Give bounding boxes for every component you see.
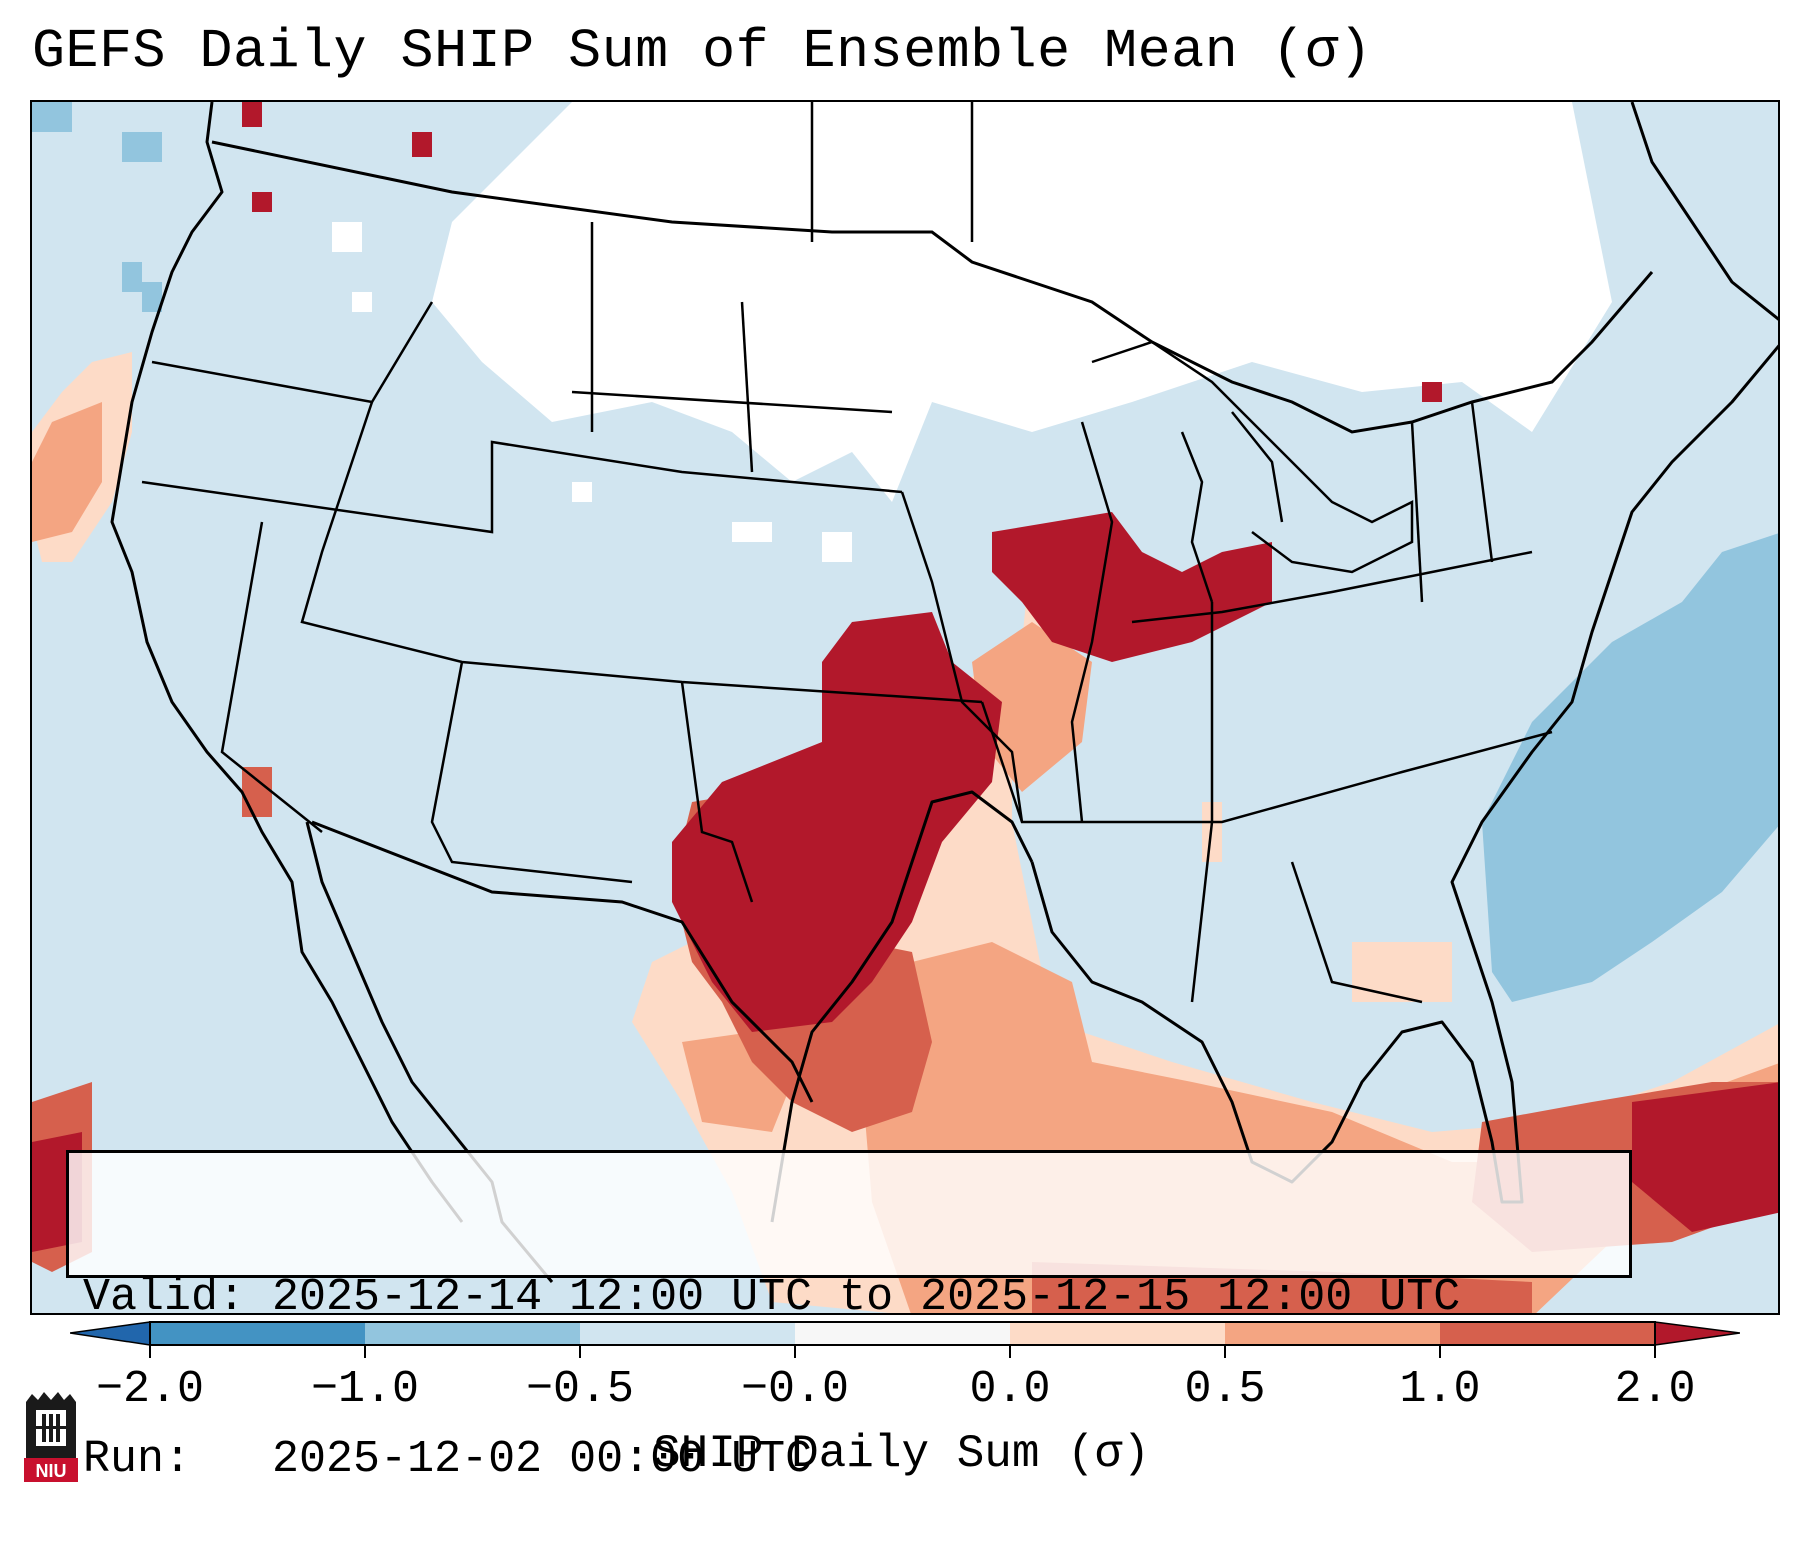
colorbar-extend-high (1654, 1321, 1740, 1346)
colorbar-bin-1 (150, 1322, 365, 1345)
colorbar (70, 1321, 1740, 1358)
colorbar-extend-low (70, 1321, 151, 1346)
colorbar-label: SHIP Daily Sum (σ) (653, 1428, 1150, 1480)
map-panel[interactable] (30, 100, 1780, 1315)
colorbar-tick-label: −0.0 (740, 1364, 850, 1415)
colorbar-bin-7 (1440, 1322, 1655, 1345)
colorbar-bin-3 (580, 1322, 795, 1345)
run-line: Run: 2025-12-02 00:00 UTC (83, 1433, 1615, 1487)
state-borders (141, 102, 1553, 1004)
valid-line: Valid: 2025-12-14 12:00 UTC to 2025-12-1… (83, 1271, 1615, 1325)
colorbar-tick-label: −0.5 (525, 1364, 635, 1415)
colorbar-bin-6 (1225, 1322, 1440, 1345)
niu-logo-text: NIU (36, 1461, 67, 1481)
valid-value: 2025-12-14 12:00 UTC to 2025-12-15 12:00… (272, 1272, 1461, 1323)
valid-label: Valid: (83, 1272, 246, 1323)
colorbar-tick-label: −1.0 (310, 1364, 420, 1415)
great-lakes (1091, 340, 1414, 603)
colorbar-outline (149, 1321, 1656, 1346)
colorbar-tick-label: 0.5 (1184, 1364, 1266, 1415)
colorbar-tick-label: 1.0 (1399, 1364, 1481, 1415)
colorbar-bin-5 (1010, 1322, 1225, 1345)
colorbar-tick-label: −2.0 (95, 1364, 205, 1415)
page-title: GEFS Daily SHIP Sum of Ensemble Mean (σ) (32, 20, 1373, 83)
colorbar-tick-label: 2.0 (1614, 1364, 1696, 1415)
colorbar-bin-4 (795, 1322, 1010, 1345)
strong-negative-field (32, 102, 1778, 1002)
colorbar-ticks (149, 1345, 1656, 1358)
colorbar-tick-label: 0.0 (969, 1364, 1051, 1415)
run-label: Run: (83, 1434, 192, 1485)
valid-run-info-box: Valid: 2025-12-14 12:00 UTC to 2025-12-1… (66, 1150, 1632, 1485)
ship-map (32, 102, 1778, 1313)
colorbar-bin-2 (365, 1322, 580, 1345)
run-value: 2025-12-02 00:00 UTC (272, 1434, 813, 1485)
niu-logo: NIU (24, 1392, 78, 1482)
